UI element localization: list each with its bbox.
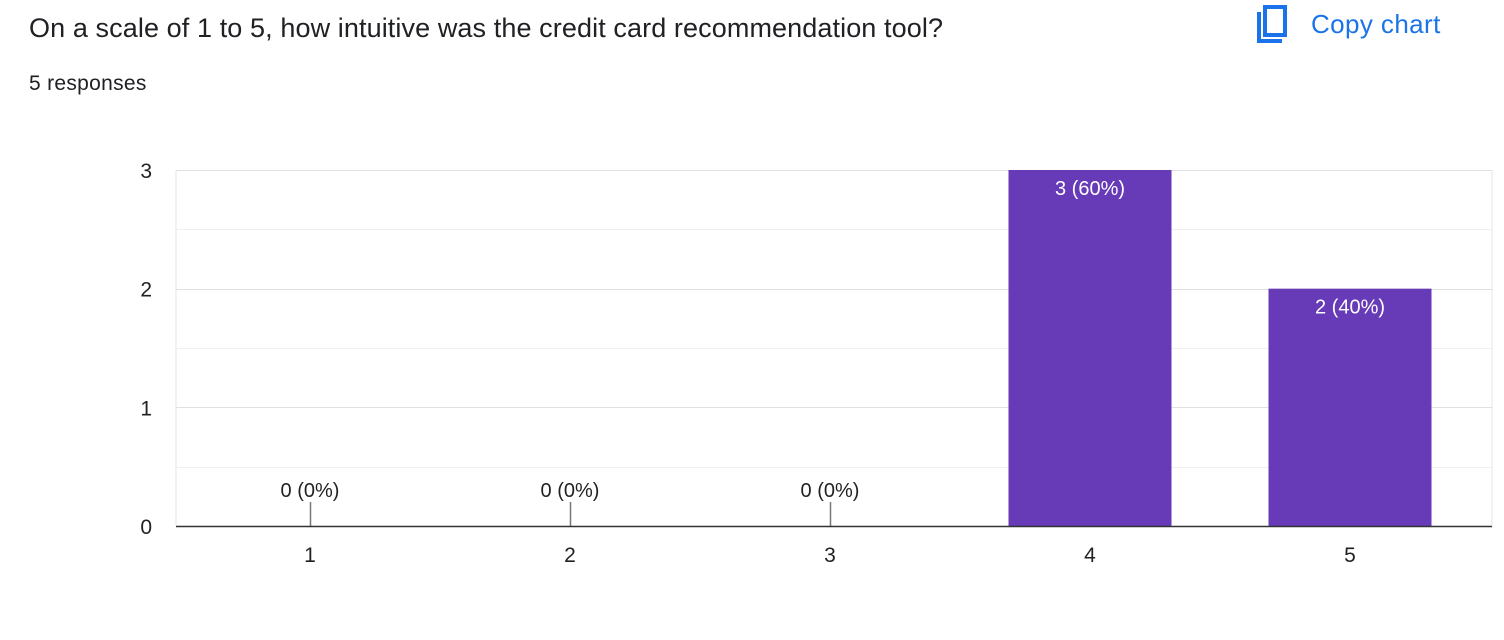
copy-chart-label: Copy chart: [1311, 8, 1441, 39]
x-tick-label: 5: [1344, 544, 1356, 567]
y-tick-label: 0: [140, 516, 152, 539]
x-tick-label: 1: [304, 544, 316, 567]
bar-data-label: 0 (0%): [801, 480, 860, 502]
x-tick-label: 3: [824, 544, 836, 567]
bar-data-label: 3 (60%): [1055, 178, 1125, 200]
x-tick-label: 4: [1084, 544, 1096, 567]
y-tick-label: 1: [140, 397, 152, 420]
y-tick-label: 2: [140, 279, 152, 302]
bar: [1268, 288, 1432, 526]
response-count: 5 responses: [29, 72, 147, 95]
bar-data-label: 0 (0%): [541, 480, 600, 502]
copy-chart-button[interactable]: Copy chart: [1247, 0, 1449, 48]
bar-data-label: 2 (40%): [1315, 297, 1385, 319]
y-tick-label: 3: [140, 160, 152, 183]
copy-icon: [1255, 3, 1291, 45]
bar-data-label: 0 (0%): [281, 480, 340, 502]
x-tick-label: 2: [564, 544, 576, 567]
bar: [1008, 170, 1172, 526]
question-title: On a scale of 1 to 5, how intuitive was …: [29, 13, 944, 43]
